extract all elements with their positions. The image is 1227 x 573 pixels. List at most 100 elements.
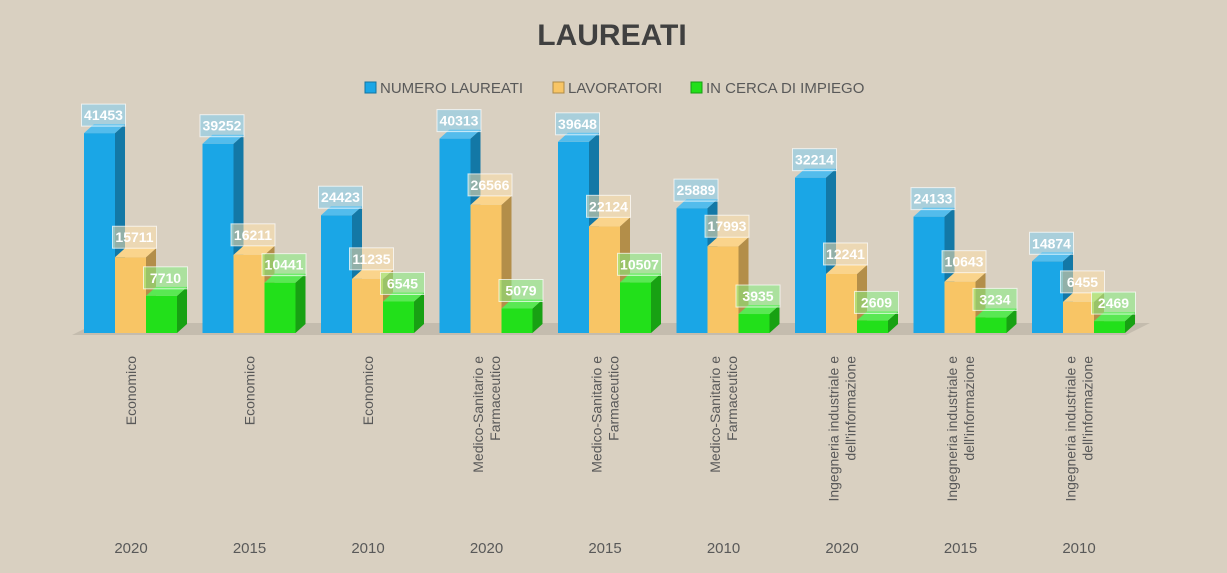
legend-item: LAVORATORI [552,80,662,97]
data-label-text: 24133 [914,191,953,207]
year-label: 2010 [351,540,384,557]
data-label-text: 12241 [826,246,865,262]
data-label-text: 32214 [795,152,834,168]
data-label: 15711 [112,225,157,249]
data-label: 2469 [1091,291,1136,315]
data-label: 41453 [81,103,126,127]
category-label-line: Farmaceutico [487,356,503,441]
bar-front [202,143,234,333]
category-label-line: Ingegneria industriale e [826,356,842,502]
year-label: 2015 [944,540,977,557]
data-label: 32214 [792,148,837,172]
bar-front [1094,321,1125,333]
data-label-box [230,223,276,247]
category-label-line: Ingegneria industriale e [1063,356,1079,502]
data-label-text: 16211 [234,227,272,243]
data-label-box [972,287,1018,311]
category-label: Economico [123,356,139,425]
bar-side [1125,312,1135,333]
data-label-box [735,284,781,308]
data-label-text: 15711 [115,229,153,245]
chart-title: LAUREATI [537,19,686,52]
bar-front [857,320,888,333]
category-label: Medico-Sanitario e Farmaceutico [470,356,503,473]
bar-side [888,311,898,333]
legend-label: LAVORATORI [568,80,662,97]
data-label-text: 25889 [677,182,716,198]
category-label-line: Farmaceutico [724,356,740,441]
bar-top [233,245,275,255]
data-label-text: 2609 [861,294,892,310]
bar-front [620,282,651,333]
legend-label: IN CERCA DI IMPIEGO [706,80,864,97]
data-label: 14874 [1029,231,1074,255]
x-axis: Economico 2020 Economico 2015 Economico 2010 M… [114,356,1095,557]
bar-front [975,317,1007,333]
legend-label: NUMERO LAUREATI [380,80,523,97]
data-label-text: 3234 [979,291,1010,307]
bar-front [115,257,146,333]
data-label-box [112,225,157,249]
data-label-text: 3935 [742,288,773,304]
bar-front [84,133,115,333]
data-label-text: 5079 [505,283,536,299]
data-label-box [1029,231,1074,255]
bar-front [146,295,177,333]
bar-front [676,208,708,333]
data-label-box [586,194,631,218]
category-label-line: Medico-Sanitario e [470,356,486,473]
legend-swatch [364,81,377,94]
bar-front [264,282,296,333]
data-label-text: 26566 [471,177,510,193]
data-label-text: 24423 [321,189,360,205]
bar-front [470,204,502,333]
bar [264,273,306,333]
category-label: Medico-Sanitario e Farmaceutico [589,356,622,473]
bar-front [352,278,383,333]
bar-top [589,217,630,227]
year-label: 2020 [470,540,503,557]
data-label: 6545 [380,271,425,295]
data-label-box [81,103,126,127]
category-label-line: Economico [360,356,376,425]
bar-top [826,264,867,274]
category-label-line: Medico-Sanitario e [589,356,605,473]
data-label: 25889 [673,178,719,202]
data-label-box [1091,291,1136,315]
data-labels: 41453 15711 7710 39252 16211 10441 24423 11235 6… [81,103,1136,315]
bar [383,292,424,333]
category-label-line: dell'informazione [961,356,977,461]
category-label-line: Economico [123,356,139,425]
year-label: 2010 [707,540,740,557]
data-label: 40313 [436,109,482,133]
data-label-box [555,112,600,136]
bar-front [321,215,352,333]
data-label-text: 22124 [589,198,628,214]
bar-front [1063,301,1094,333]
data-label-text: 14874 [1032,235,1071,251]
data-label: 3234 [972,287,1018,311]
data-label-box [704,214,750,238]
year-label: 2020 [114,540,147,557]
data-label: 10643 [941,250,987,274]
bar-side [532,299,543,333]
bar-front [1032,261,1063,333]
data-label: 24133 [910,187,956,211]
bar-side [1006,308,1017,333]
bar-top [944,272,986,282]
bar-top [707,237,749,247]
data-label-box [467,173,513,197]
category-label: Ingegneria industriale e dell'informazion… [944,356,977,502]
category-label: Economico [242,356,258,425]
bar-side [769,305,780,333]
data-label: 11235 [349,247,394,271]
data-label-box [823,242,868,266]
bar-front [738,314,770,333]
data-label: 2609 [854,290,899,314]
data-label: 5079 [498,279,544,303]
bar [738,305,780,333]
legend-swatch [552,81,565,94]
legend-item: IN CERCA DI IMPIEGO [690,80,864,97]
data-label-box [261,253,307,277]
